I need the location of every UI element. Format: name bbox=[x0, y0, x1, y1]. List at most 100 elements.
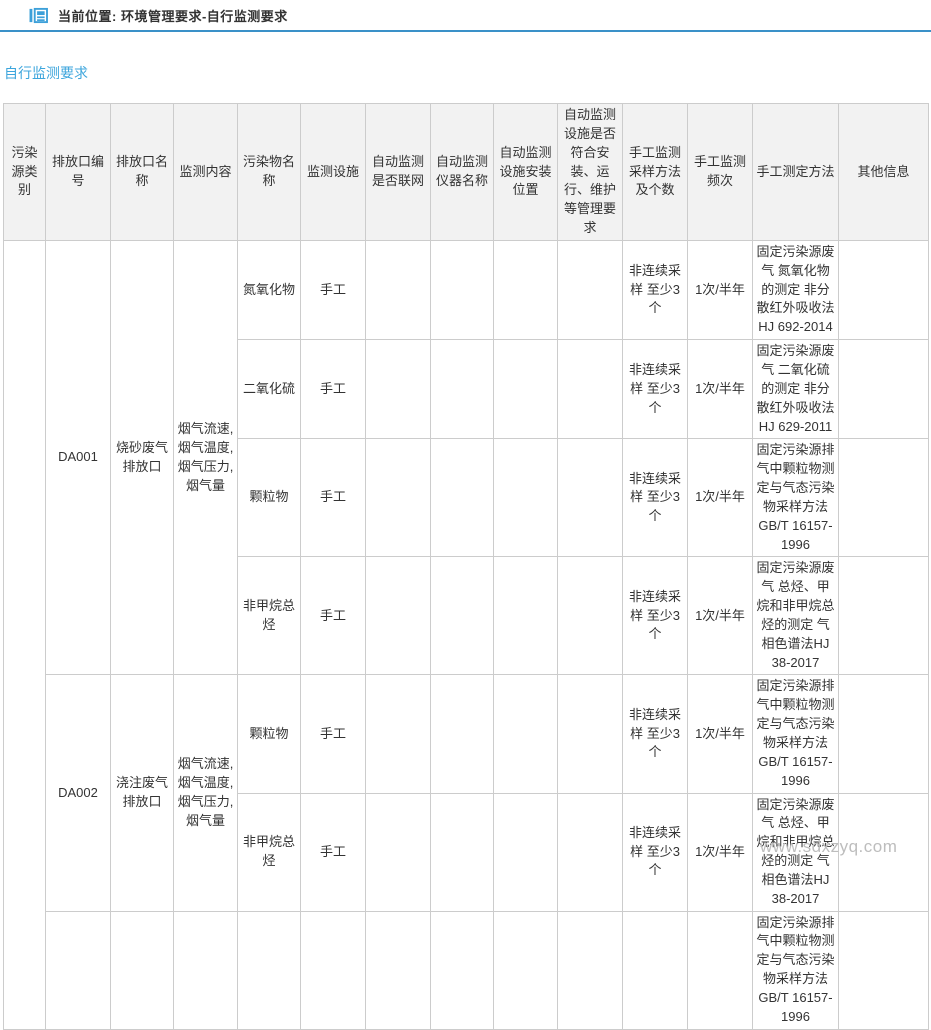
cell-auto-networked bbox=[365, 556, 431, 676]
cell-monitor-content: 烟气流速,烟气温度,烟气压力,烟气量 bbox=[173, 674, 238, 912]
col-header-auto-compliant: 自动监测设施是否符合安装、运行、维护等管理要求 bbox=[557, 103, 623, 241]
cell-facility: 手工 bbox=[300, 339, 366, 440]
table-header-row: 污染源类别 排放口编号 排放口名称 监测内容 污染物名称 监测设施 自动监测是否… bbox=[3, 103, 929, 241]
table-row: 颗粒物 手工 非连续采样 至少3个 1次/半年 固定污染源排气中颗粒物测定与气态… bbox=[4, 438, 929, 558]
col-header-manual-sampling: 手工监测采样方法及个数 bbox=[622, 103, 688, 241]
col-header-facility: 监测设施 bbox=[300, 103, 366, 241]
cell-manual-method: 固定污染源排气中颗粒物测定与气态污染物采样方法 GB/T 16157-1996 bbox=[752, 438, 839, 558]
cell-manual-sampling: 非连续采样 至少3个 bbox=[622, 339, 688, 440]
cell-auto-networked bbox=[365, 239, 431, 341]
cell-auto-instrument bbox=[430, 438, 494, 558]
cell-auto-instrument bbox=[430, 339, 494, 440]
cell-pollutant bbox=[237, 910, 301, 1030]
cell-auto-location bbox=[493, 339, 558, 440]
col-header-auto-networked: 自动监测是否联网 bbox=[365, 103, 431, 241]
cell-pollutant: 非甲烷总烃 bbox=[237, 556, 301, 676]
col-header-manual-method: 手工测定方法 bbox=[752, 103, 839, 241]
cell-auto-networked bbox=[365, 910, 431, 1030]
self-monitoring-table: 污染源类别 排放口编号 排放口名称 监测内容 污染物名称 监测设施 自动监测是否… bbox=[3, 103, 929, 1030]
col-header-outlet-name: 排放口名称 bbox=[110, 103, 174, 241]
breadcrumb: 当前位置: 环境管理要求-自行监测要求 bbox=[58, 8, 288, 24]
cell-auto-instrument bbox=[430, 792, 494, 912]
cell-manual-sampling: 非连续采样 至少3个 bbox=[622, 792, 688, 912]
cell-facility: 手工 bbox=[300, 438, 366, 558]
cell-monitor-content bbox=[173, 910, 238, 1030]
cell-manual-sampling: 非连续采样 至少3个 bbox=[622, 674, 688, 794]
cell-monitor-content: 烟气流速,烟气温度,烟气压力,烟气量 bbox=[173, 239, 238, 676]
cell-other-info bbox=[838, 438, 929, 558]
cell-manual-sampling: 非连续采样 至少3个 bbox=[622, 556, 688, 676]
cell-pollutant: 颗粒物 bbox=[237, 674, 301, 794]
table-row: 二氧化硫 手工 非连续采样 至少3个 1次/半年 固定污染源废气 二氧化硫的测定… bbox=[4, 339, 929, 440]
table-row-partial: 固定污染源排气中颗粒物测定与气态污染物采样方法 GB/T 16157-1996 bbox=[4, 910, 929, 1030]
cell-auto-compliant bbox=[557, 556, 623, 676]
cell-manual-frequency: 1次/半年 bbox=[687, 674, 753, 794]
cell-outlet-no: DA001 bbox=[45, 239, 111, 676]
cell-pollutant: 颗粒物 bbox=[237, 438, 301, 558]
cell-outlet-name bbox=[110, 910, 174, 1030]
cell-pollutant: 二氧化硫 bbox=[237, 339, 301, 440]
cell-manual-frequency: 1次/半年 bbox=[687, 792, 753, 912]
cell-manual-frequency: 1次/半年 bbox=[687, 339, 753, 440]
cell-manual-method: 固定污染源废气 二氧化硫的测定 非分散红外吸收法 HJ 629-2011 bbox=[752, 339, 839, 440]
col-header-manual-frequency: 手工监测频次 bbox=[687, 103, 753, 241]
cell-manual-frequency bbox=[687, 910, 753, 1030]
document-icon bbox=[29, 7, 48, 24]
cell-other-info bbox=[838, 556, 929, 676]
cell-source-category bbox=[3, 239, 46, 1030]
cell-other-info bbox=[838, 239, 929, 341]
cell-other-info bbox=[838, 792, 929, 912]
col-header-auto-location: 自动监测设施安装位置 bbox=[493, 103, 558, 241]
col-header-monitor-content: 监测内容 bbox=[173, 103, 238, 241]
cell-manual-frequency: 1次/半年 bbox=[687, 556, 753, 676]
cell-facility: 手工 bbox=[300, 556, 366, 676]
cell-auto-location bbox=[493, 556, 558, 676]
cell-auto-compliant bbox=[557, 674, 623, 794]
cell-other-info bbox=[838, 674, 929, 794]
cell-outlet-no bbox=[45, 910, 111, 1030]
cell-pollutant: 非甲烷总烃 bbox=[237, 792, 301, 912]
cell-manual-method: 固定污染源排气中颗粒物测定与气态污染物采样方法 GB/T 16157-1996 bbox=[752, 910, 839, 1030]
cell-manual-method: 固定污染源废气 氮氧化物的测定 非分散红外吸收法 HJ 692-2014 bbox=[752, 239, 839, 341]
cell-manual-method: 固定污染源废气 总烃、甲烷和非甲烷总烃的测定 气相色谱法HJ 38-2017 bbox=[752, 556, 839, 676]
section-link-self-monitoring[interactable]: 自行监测要求 bbox=[4, 65, 88, 81]
cell-auto-location bbox=[493, 792, 558, 912]
table-row: DA001 烧砂废气排放口 烟气流速,烟气温度,烟气压力,烟气量 氮氧化物 手工… bbox=[3, 239, 929, 1030]
col-header-pollutant: 污染物名称 bbox=[237, 103, 301, 241]
cell-auto-compliant bbox=[557, 239, 623, 341]
cell-auto-compliant bbox=[557, 339, 623, 440]
table-row: 非甲烷总烃 手工 非连续采样 至少3个 1次/半年 固定污染源废气 总烃、甲烷和… bbox=[4, 556, 929, 676]
cell-manual-frequency: 1次/半年 bbox=[687, 239, 753, 341]
cell-auto-compliant bbox=[557, 792, 623, 912]
cell-auto-location bbox=[493, 910, 558, 1030]
cell-facility bbox=[300, 910, 366, 1030]
col-header-source-category: 污染源类别 bbox=[3, 103, 46, 241]
cell-auto-location bbox=[493, 438, 558, 558]
cell-outlet-name: 烧砂废气排放口 bbox=[110, 239, 174, 676]
top-bar: 当前位置: 环境管理要求-自行监测要求 bbox=[0, 0, 931, 32]
cell-manual-sampling: 非连续采样 至少3个 bbox=[622, 239, 688, 341]
col-header-other-info: 其他信息 bbox=[838, 103, 929, 241]
cell-manual-sampling: 非连续采样 至少3个 bbox=[622, 438, 688, 558]
cell-auto-instrument bbox=[430, 910, 494, 1030]
col-header-auto-instrument: 自动监测仪器名称 bbox=[430, 103, 494, 241]
cell-auto-location bbox=[493, 239, 558, 341]
cell-auto-location bbox=[493, 674, 558, 794]
cell-auto-networked bbox=[365, 438, 431, 558]
cell-auto-networked bbox=[365, 674, 431, 794]
table-row: DA002 浇注废气排放口 烟气流速,烟气温度,烟气压力,烟气量 颗粒物 手工 … bbox=[4, 674, 929, 912]
cell-facility: 手工 bbox=[300, 239, 366, 341]
cell-auto-compliant bbox=[557, 438, 623, 558]
cell-auto-instrument bbox=[430, 239, 494, 341]
cell-auto-instrument bbox=[430, 674, 494, 794]
cell-manual-sampling bbox=[622, 910, 688, 1030]
cell-auto-compliant bbox=[557, 910, 623, 1030]
cell-pollutant: 氮氧化物 bbox=[237, 239, 301, 341]
cell-other-info bbox=[838, 910, 929, 1030]
cell-auto-networked bbox=[365, 792, 431, 912]
cell-auto-networked bbox=[365, 339, 431, 440]
col-header-outlet-no: 排放口编号 bbox=[45, 103, 111, 241]
cell-auto-instrument bbox=[430, 556, 494, 676]
cell-facility: 手工 bbox=[300, 792, 366, 912]
cell-manual-method: 固定污染源排气中颗粒物测定与气态污染物采样方法 GB/T 16157-1996 bbox=[752, 674, 839, 794]
